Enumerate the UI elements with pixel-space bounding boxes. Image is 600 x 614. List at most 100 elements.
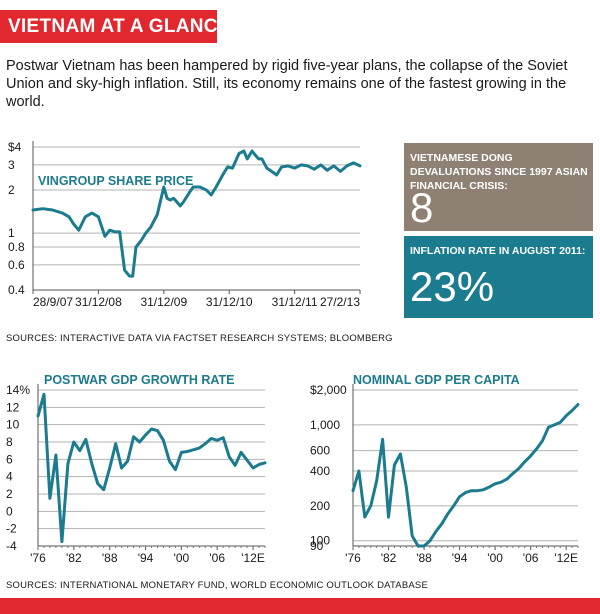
data-point xyxy=(257,158,260,160)
data-point xyxy=(494,482,496,485)
x-tick-label: '00 xyxy=(174,551,190,565)
data-point xyxy=(246,459,249,462)
y-tick-label: 200 xyxy=(310,499,330,513)
data-point xyxy=(358,470,360,472)
x-tick-label: '82 xyxy=(66,551,82,565)
data-point xyxy=(270,170,273,173)
data-point xyxy=(72,441,75,443)
data-point xyxy=(114,442,117,445)
y-tick-label: 1 xyxy=(8,226,15,240)
data-point xyxy=(313,168,316,171)
data-point xyxy=(192,448,195,451)
devaluations-box: VIETNAMESE DONG DEVALUATIONS SINCE 1997 … xyxy=(404,143,593,231)
data-point xyxy=(90,462,93,465)
data-point xyxy=(293,167,296,169)
x-tick-label: '12E xyxy=(554,551,578,565)
data-point xyxy=(41,207,44,210)
data-point xyxy=(252,467,255,469)
x-tick-label: '94 xyxy=(138,551,154,565)
data-point xyxy=(506,478,508,480)
devaluations-value: 8 xyxy=(410,184,434,231)
data-point xyxy=(104,235,106,238)
data-point xyxy=(186,450,189,453)
data-point xyxy=(32,209,34,211)
y-tick-label: 4 xyxy=(6,470,13,484)
data-point xyxy=(144,232,147,234)
data-point xyxy=(452,504,455,507)
data-point xyxy=(339,170,342,173)
data-point xyxy=(500,481,502,484)
data-point xyxy=(222,436,225,439)
data-point xyxy=(258,463,260,466)
data-point xyxy=(156,213,159,216)
y-tick-label: 3 xyxy=(8,158,15,172)
intro-text: Postwar Vietnam has been hampered by rig… xyxy=(6,58,568,110)
data-point xyxy=(150,428,153,430)
data-point xyxy=(264,461,266,464)
data-point xyxy=(84,438,87,441)
data-point xyxy=(210,194,213,196)
vingroup-share-price-chart: $4 3 2 10.8 0.6 0.4 28/9/07 31/12/08 31/12/09 31/… xyxy=(8,140,362,309)
data-point xyxy=(174,468,177,471)
data-point xyxy=(387,516,390,518)
data-point xyxy=(254,154,257,157)
data-point xyxy=(51,209,54,211)
title-banner: VIETNAM AT A GLANCE xyxy=(0,10,230,43)
x-tick-label: '12E xyxy=(241,551,265,565)
chart-title: POSTWAR GDP GROWTH RATE xyxy=(44,373,235,387)
chart-title: VINGROUP SHARE PRICE xyxy=(38,174,193,188)
x-tick-label: '94 xyxy=(452,551,468,565)
data-point xyxy=(128,275,131,277)
data-point xyxy=(381,438,384,441)
data-point xyxy=(215,186,218,188)
data-point xyxy=(243,150,245,152)
data-point xyxy=(144,434,147,436)
data-point xyxy=(319,164,322,166)
data-point xyxy=(306,165,309,167)
x-tick-label: 31/12/09 xyxy=(140,295,187,309)
data-point xyxy=(198,186,201,188)
data-point xyxy=(363,516,366,518)
data-point xyxy=(541,439,544,442)
data-point xyxy=(423,545,425,547)
x-tick-label: 31/12/11 xyxy=(272,295,318,309)
data-point xyxy=(300,164,302,166)
y-tick-label: 1,000 xyxy=(310,418,340,432)
y-tick-label: -2 xyxy=(6,522,17,536)
data-point xyxy=(210,437,213,440)
data-point xyxy=(149,226,152,229)
data-point xyxy=(156,429,159,432)
data-point xyxy=(140,240,142,242)
data-point xyxy=(352,489,354,492)
data-point xyxy=(464,491,467,494)
data-point xyxy=(123,269,126,272)
data-point xyxy=(226,166,229,168)
data-point xyxy=(126,460,129,462)
x-tick-label: '00 xyxy=(487,551,503,565)
data-point xyxy=(205,189,208,191)
y-tick-label: 12 xyxy=(6,400,20,414)
data-point xyxy=(221,174,224,176)
data-point xyxy=(102,488,105,491)
data-point xyxy=(96,482,99,485)
x-tick-label: 31/12/10 xyxy=(206,295,253,309)
x-tick-label: '82 xyxy=(381,551,397,565)
data-point xyxy=(280,166,283,168)
data-point xyxy=(565,414,568,417)
data-point xyxy=(577,403,579,406)
data-point xyxy=(476,489,479,492)
y-tick-label: 400 xyxy=(310,464,330,478)
data-point xyxy=(118,231,121,233)
data-point xyxy=(131,275,134,277)
data-point xyxy=(529,455,532,457)
data-point xyxy=(162,439,165,442)
data-point xyxy=(417,545,419,547)
y-tick-label: 2 xyxy=(6,487,13,501)
series-line xyxy=(31,149,362,278)
data-point xyxy=(55,454,57,456)
data-point xyxy=(512,472,514,475)
data-point xyxy=(176,201,178,203)
data-point xyxy=(168,460,171,462)
data-point xyxy=(246,158,249,160)
